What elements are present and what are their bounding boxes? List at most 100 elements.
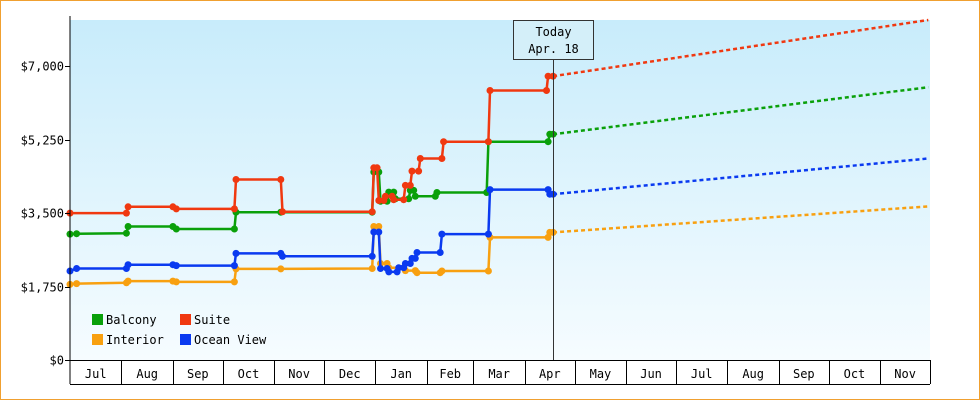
x-tick-label: Dec [339, 367, 361, 381]
y-tick-label: $0 [50, 354, 64, 368]
data-point [122, 209, 130, 217]
x-tick-label: Mar [488, 367, 510, 381]
y-tick-label: $5,250 [21, 134, 64, 148]
data-point [73, 280, 81, 288]
data-point [385, 268, 393, 276]
data-point [484, 138, 492, 146]
x-tick-label: Oct [844, 367, 866, 381]
legend-swatch [92, 334, 103, 345]
forecast-line [552, 85, 929, 136]
data-point [73, 230, 81, 238]
data-point [172, 205, 180, 213]
data-point [484, 267, 492, 275]
data-point [230, 225, 238, 233]
data-point [400, 196, 408, 204]
data-point [279, 208, 286, 216]
y-tick-label: $1,750 [21, 281, 64, 295]
legend-swatch [180, 334, 191, 345]
data-point [232, 176, 240, 183]
data-point [232, 249, 240, 257]
data-point [401, 181, 409, 189]
data-point [438, 155, 446, 162]
data-point [124, 261, 132, 269]
today-date: Apr. 18 [528, 42, 579, 56]
legend-label: Balcony [106, 313, 157, 327]
data-point [370, 228, 378, 236]
data-point [410, 186, 418, 194]
data-point [413, 269, 421, 277]
legend-label: Interior [106, 333, 164, 347]
data-point [543, 87, 550, 94]
data-point [433, 189, 441, 196]
x-tick-label: Nov [894, 367, 916, 381]
today-marker: Today Apr. 18 [513, 20, 594, 360]
data-point [486, 186, 494, 194]
data-point [172, 225, 180, 233]
data-point [408, 167, 416, 175]
x-tick-label: Aug [742, 367, 764, 381]
forecast-line [552, 18, 929, 78]
x-tick-label: Aug [136, 367, 158, 381]
x-tick-label: Oct [238, 367, 260, 381]
axes-layer: $0 $1,750 $3,500 $5,250 $7,000 Jul Aug Sep Oct No… [21, 16, 931, 385]
data-point [415, 167, 423, 175]
data-point [373, 164, 381, 172]
x-tick-label: Feb [439, 367, 461, 381]
series-interior [66, 205, 929, 288]
data-point [277, 265, 285, 273]
data-point [440, 138, 448, 146]
series-layer [66, 18, 929, 288]
data-point [124, 277, 132, 285]
x-tick-label: Jun [640, 367, 662, 381]
series-suite [66, 18, 929, 217]
data-point [436, 249, 444, 256]
data-point [401, 260, 409, 267]
x-tick-label: Sep [793, 367, 815, 381]
legend-label: Ocean View [194, 333, 267, 347]
x-tick-label: May [590, 367, 612, 381]
data-point [375, 197, 383, 204]
data-point [368, 208, 376, 216]
legend-swatch [180, 314, 191, 325]
data-point [416, 155, 424, 162]
data-point [230, 278, 238, 286]
x-tick-label: Sep [187, 367, 209, 381]
data-point [73, 265, 81, 272]
x-tick-label: Jul [691, 367, 713, 381]
data-point [277, 176, 285, 183]
data-point [381, 192, 389, 200]
data-point [172, 278, 180, 286]
legend: Balcony Suite Interior Ocean View [92, 313, 267, 347]
data-point [230, 262, 238, 270]
data-point [375, 223, 383, 230]
data-point [172, 262, 180, 270]
data-point [411, 192, 419, 200]
series-ocean-view [66, 157, 929, 276]
data-point [438, 230, 446, 238]
data-point [486, 87, 494, 94]
data-point [390, 196, 398, 204]
data-point [370, 223, 378, 230]
data-point [411, 254, 419, 262]
data-point [230, 205, 238, 213]
data-point [377, 265, 384, 272]
data-point [544, 72, 552, 80]
x-tick-label: Jul [85, 367, 107, 381]
data-point [438, 267, 446, 275]
today-label: Today [535, 25, 571, 39]
data-point [395, 264, 403, 272]
data-point [544, 138, 552, 146]
x-tick-label: Jan [390, 367, 412, 381]
legend-swatch [92, 314, 103, 325]
data-point [406, 181, 414, 189]
y-tick-label: $7,000 [21, 60, 64, 74]
data-point [279, 252, 286, 260]
data-point [375, 228, 383, 236]
legend-label: Suite [194, 313, 230, 327]
data-point [484, 230, 492, 238]
x-tick-label: Nov [288, 367, 310, 381]
today-box [513, 20, 594, 60]
x-tick-label: Apr [539, 367, 561, 381]
data-point [413, 249, 421, 256]
